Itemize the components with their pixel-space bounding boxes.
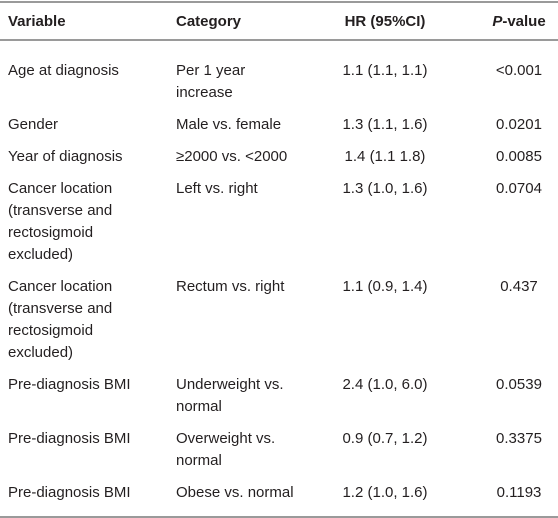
table-cell: Overweight vs. normal — [176, 430, 276, 469]
table-cell: Obese vs. normal — [168, 477, 320, 518]
table-cell: 2.4 (1.0, 6.0) — [342, 376, 428, 393]
table-cell: Cancer location (transverse and rectosig… — [8, 180, 113, 263]
table-cell: 0.437 — [500, 278, 538, 295]
table-cell: Age at diagnosis — [8, 62, 119, 79]
header-row: Variable Category HR (95%CI) P-value — [0, 1, 558, 41]
table-cell: 0.9 (0.7, 1.2) — [342, 430, 428, 447]
table-cell: Gender — [8, 116, 59, 133]
table-cell: Per 1 year increase — [176, 62, 246, 101]
table-cell: 0.0085 — [496, 148, 542, 165]
table-cell: 1.2 (1.0, 1.6) — [320, 477, 450, 518]
header-text: -value — [502, 13, 546, 30]
table-cell: 0.3375 — [496, 430, 542, 447]
table-cell: Pre-diagnosis BMI — [8, 376, 131, 393]
table-cell: 1.3 (1.1, 1.6) — [342, 116, 428, 133]
table-cell: 1.1 (1.1, 1.1) — [342, 62, 428, 79]
table-cell: 1.4 (1.1 1.8) — [344, 148, 426, 165]
table-cell: Year of diagnosis — [8, 148, 123, 165]
table-cell: 0.1193 — [450, 477, 558, 518]
table-cell: 1.3 (1.0, 1.6) — [342, 180, 428, 197]
table-cell: Rectum vs. right — [176, 278, 285, 295]
table-row: Pre-diagnosis BMI Overweight vs. normal 0.… — [0, 423, 558, 477]
table-cell: <0.001 — [495, 62, 543, 79]
table-cell: Pre-diagnosis BMI — [8, 430, 131, 447]
table-cell: 0.0539 — [496, 376, 542, 393]
table-cell: Pre-diagnosis BMI — [0, 477, 168, 518]
table-cell: Left vs. right — [176, 180, 258, 197]
table-row: Pre-diagnosis BMI Obese vs. normal 1.2 (1.… — [0, 477, 558, 518]
header-cell: HR (95%CI) — [320, 1, 450, 41]
table-cell: 0.0201 — [496, 116, 542, 133]
table-cell: 0.0704 — [496, 180, 542, 197]
table-row: Year of diagnosis ≥2000 vs. <2000 1.4 (1.1… — [0, 141, 558, 173]
table-row: Gender Male vs. female 1.3 (1.1, 1.6) 0.020… — [0, 109, 558, 141]
table-cell: ≥2000 vs. <2000 — [176, 148, 288, 165]
table-row: Cancer location (transverse and rectosig… — [0, 271, 558, 369]
header-cell: Category — [168, 1, 320, 41]
table-row: Age at diagnosis Per 1 year increase 1.1 (… — [0, 40, 558, 109]
table-cell: Male vs. female — [176, 116, 282, 133]
table-body: Age at diagnosis Per 1 year increase 1.1 (… — [0, 40, 558, 518]
header-cell: P-value — [450, 1, 558, 41]
header-cell: Variable — [0, 1, 168, 41]
table-header: Variable Category HR (95%CI) P-value — [0, 1, 558, 41]
table-row: Cancer location (transverse and rectosig… — [0, 173, 558, 271]
header-italic: P — [492, 13, 503, 30]
table-row: Pre-diagnosis BMI Underweight vs. normal 2… — [0, 369, 558, 423]
table-cell: Underweight vs. normal — [176, 376, 284, 415]
table-cell: 1.1 (0.9, 1.4) — [342, 278, 428, 295]
table-cell: Cancer location (transverse and rectosig… — [8, 278, 113, 361]
